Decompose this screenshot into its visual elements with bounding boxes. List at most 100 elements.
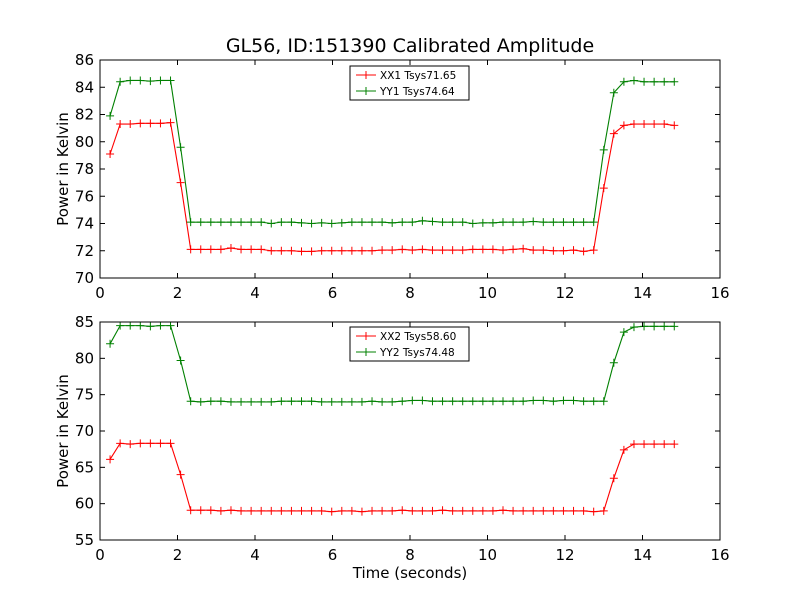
data-point [368, 506, 377, 515]
data-point [549, 397, 558, 406]
data-point [337, 218, 346, 227]
data-point [267, 246, 276, 255]
data-point [660, 120, 669, 129]
data-point [559, 246, 568, 255]
data-point [438, 246, 447, 255]
data-point [116, 77, 125, 86]
data-point [629, 120, 638, 129]
data-point [267, 397, 276, 406]
x-tick-label: 8 [405, 546, 415, 564]
legend-box [349, 326, 470, 362]
data-point [347, 397, 356, 406]
data-point [146, 322, 155, 331]
data-point [428, 246, 437, 255]
data-point [619, 445, 628, 454]
y-axis-label: Power in Kelvin [54, 112, 72, 226]
data-point [136, 322, 145, 330]
legend-marker [362, 71, 370, 79]
y-tick-label: 74 [75, 215, 94, 233]
data-point [660, 322, 669, 331]
data-point [378, 246, 387, 255]
top-subplot: 0 2 4 6 8 10 12 14 16 70 72 74 76 78 80 82 84 86 Power in … [54, 51, 730, 302]
data-point [357, 246, 366, 255]
data-point [166, 439, 175, 448]
legend-label: YY1 Tsys74.64 [379, 86, 455, 98]
y-tick-label: 60 [75, 495, 94, 513]
data-point [609, 88, 618, 97]
data-point [186, 245, 195, 254]
y-tick-label: 70 [75, 422, 94, 440]
data-point [488, 218, 497, 227]
data-point [317, 506, 326, 515]
y-tick-label: 76 [75, 187, 94, 205]
data-point [267, 506, 276, 515]
data-point [509, 506, 518, 515]
y-tick-label: 86 [75, 51, 94, 69]
data-point [519, 506, 528, 515]
x-tick-label: 12 [555, 284, 574, 302]
data-point [640, 322, 649, 331]
data-point [206, 245, 215, 254]
data-point [368, 218, 377, 227]
data-point [196, 218, 205, 227]
x-tick-label: 10 [478, 546, 497, 564]
data-point [670, 440, 679, 449]
y-tick-label: 75 [75, 386, 94, 404]
data-point [126, 76, 135, 85]
data-point [196, 397, 205, 406]
data-point [549, 246, 558, 255]
data-point [317, 397, 326, 406]
data-point [599, 145, 608, 154]
data-point [257, 506, 266, 515]
x-tick-label: 6 [328, 284, 338, 302]
x-tick-label: 0 [95, 284, 105, 302]
x-tick-label: 8 [405, 284, 415, 302]
x-tick-label: 12 [555, 546, 574, 564]
data-point [196, 506, 205, 515]
y-axis-label: Power in Kelvin [54, 374, 72, 488]
data-point [589, 218, 598, 227]
data-point [106, 111, 115, 120]
data-point [237, 397, 246, 406]
data-point [347, 218, 356, 227]
data-point [609, 129, 618, 138]
series-2 [106, 322, 679, 406]
data-point [619, 328, 628, 337]
data-point [357, 218, 366, 227]
data-point [468, 506, 477, 515]
bottom-subplot: 0 2 4 6 8 10 12 14 16 55 60 65 70 75 80 85 Power in Kelv… [54, 313, 730, 564]
data-point [539, 506, 548, 515]
data-point [519, 397, 528, 406]
y-tick-label: 84 [75, 78, 94, 96]
data-point [509, 245, 518, 254]
data-point [408, 218, 417, 227]
data-point [398, 506, 407, 515]
data-point [589, 397, 598, 406]
series-1 [106, 118, 679, 256]
data-point [277, 246, 286, 255]
data-point [116, 439, 125, 448]
data-point [378, 397, 387, 406]
data-point [136, 76, 145, 85]
data-point [327, 397, 336, 406]
data-point [206, 506, 215, 515]
data-point [599, 506, 608, 515]
data-point [136, 439, 145, 448]
y-tick-label: 70 [75, 269, 94, 287]
data-point [650, 120, 659, 129]
data-point [176, 143, 185, 152]
y-tick-label: 82 [75, 106, 94, 124]
data-point [468, 245, 477, 254]
data-point [418, 216, 427, 225]
data-point [156, 76, 165, 85]
data-point [257, 245, 266, 254]
legend: XX2 Tsys58.60 YY2 Tsys74.48 [349, 326, 470, 362]
data-point [247, 245, 256, 254]
data-point [186, 397, 195, 406]
data-point [368, 246, 377, 255]
data-point [438, 218, 447, 227]
data-point [650, 322, 659, 331]
legend-label: YY2 Tsys74.48 [379, 347, 455, 359]
data-point [368, 397, 377, 406]
